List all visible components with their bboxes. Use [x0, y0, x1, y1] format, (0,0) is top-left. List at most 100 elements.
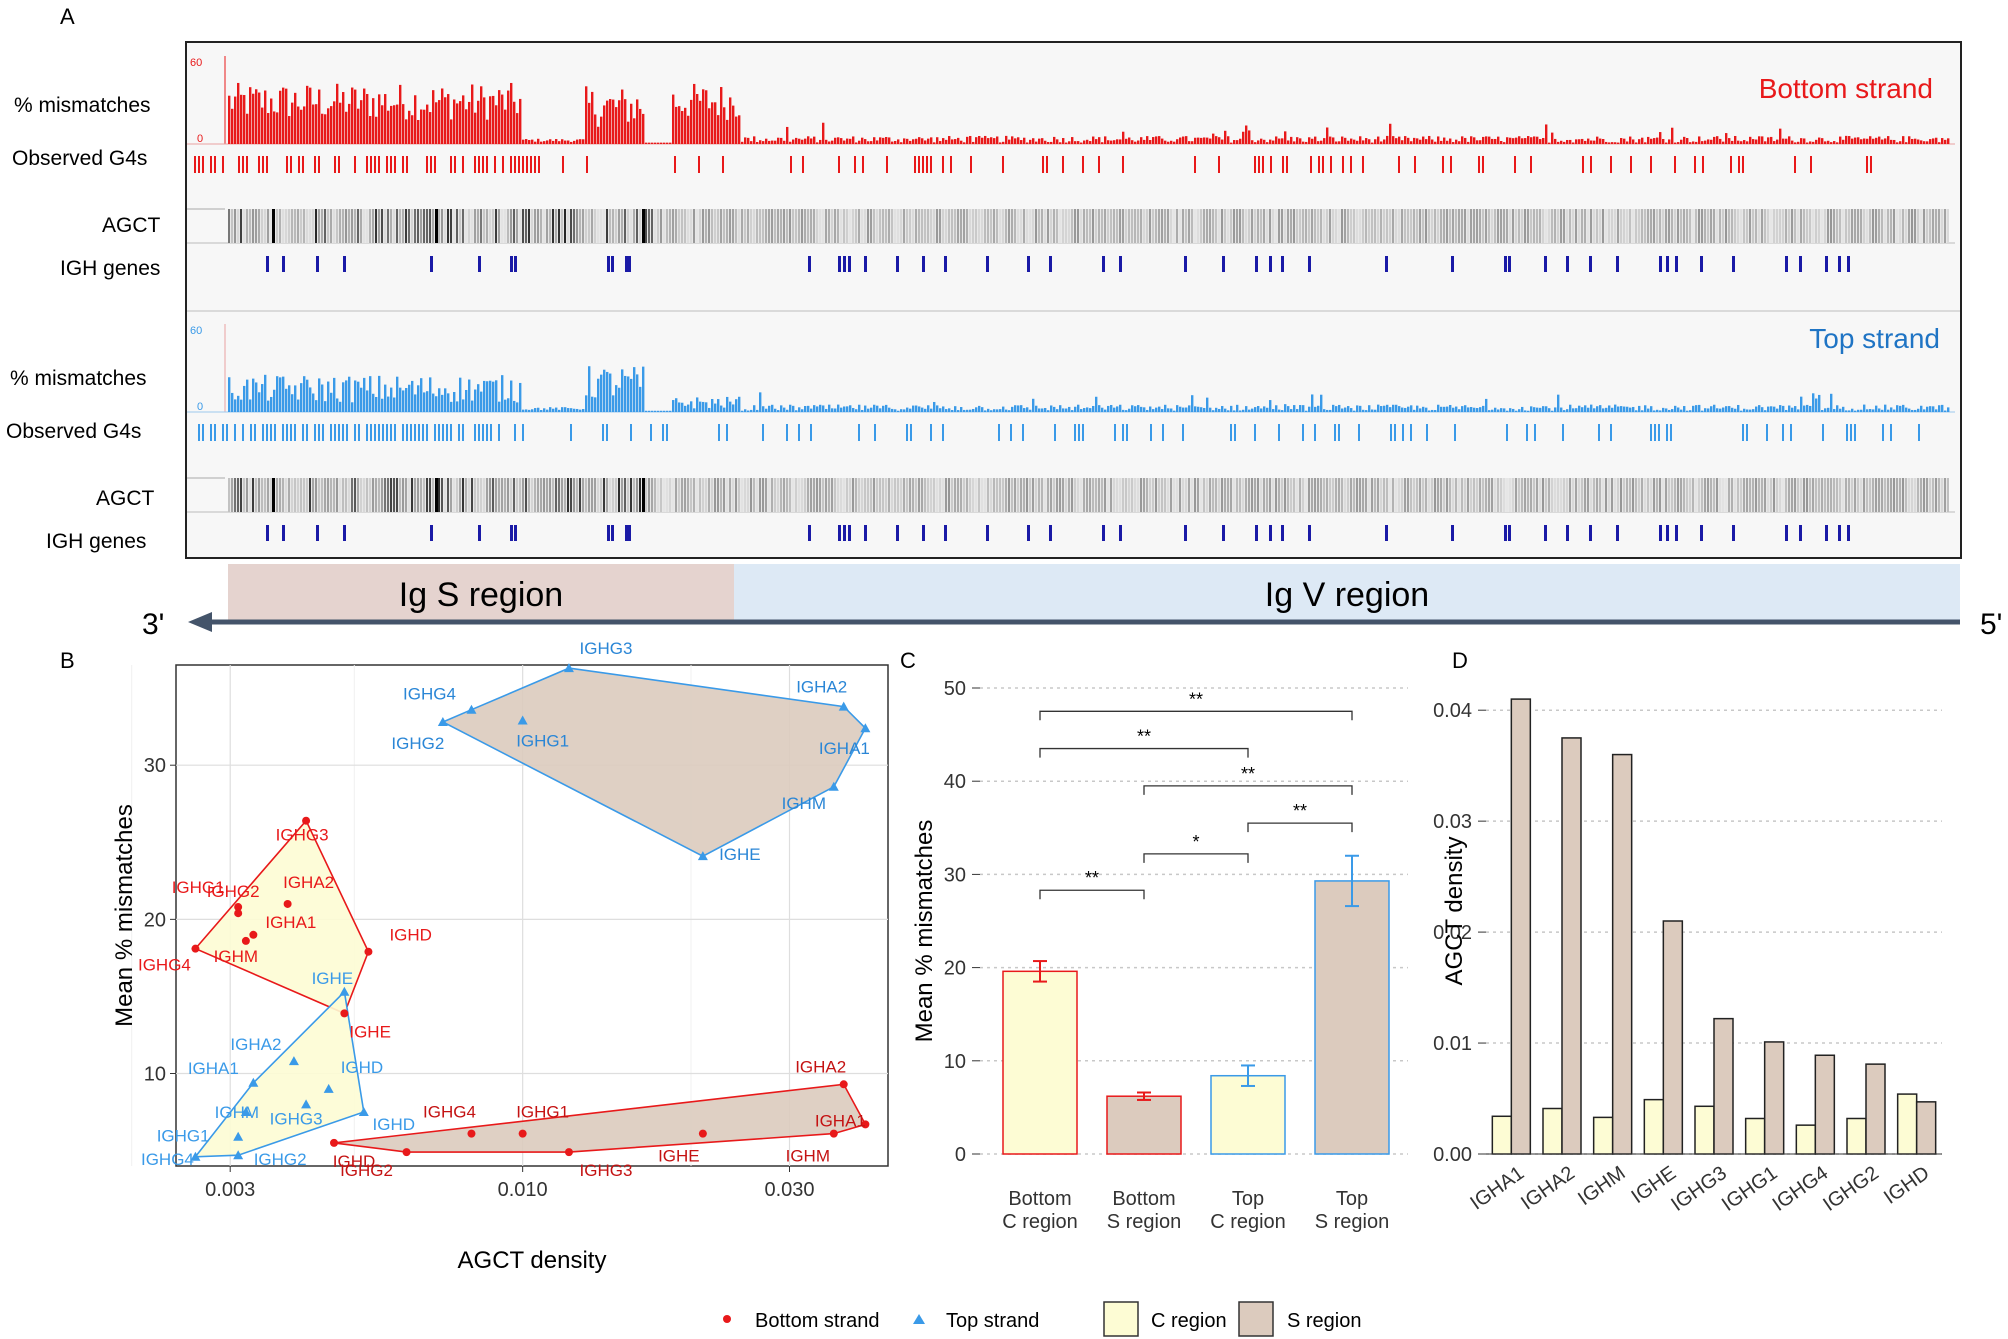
agct-tick [1170, 478, 1172, 512]
agct-tick [861, 478, 863, 512]
agct-tick [534, 478, 536, 512]
mismatch-bar [381, 398, 384, 412]
agct-tick [1260, 209, 1262, 243]
agct-tick [1500, 209, 1502, 243]
bar-c-region [1592, 1116, 1614, 1155]
mismatch-bar [336, 83, 339, 144]
mismatch-bar [684, 107, 687, 144]
agct-tick [1119, 478, 1121, 512]
agct-tick [1887, 478, 1889, 512]
agct-tick [573, 478, 575, 512]
agct-tick [1377, 478, 1379, 512]
agct-tick [1782, 209, 1784, 243]
agct-tick [1545, 209, 1547, 243]
gene-mark [316, 256, 319, 272]
mismatch-bar [1176, 405, 1179, 412]
agct-tick [468, 478, 470, 512]
agct-tick [318, 209, 320, 243]
mismatch-bar [735, 399, 738, 412]
mismatch-bar [492, 95, 495, 144]
agct-tick [1020, 478, 1022, 512]
agct-tick [651, 478, 653, 512]
mismatch-bar [1464, 405, 1467, 412]
agct-tick [1791, 478, 1793, 512]
mismatch-bar [1632, 406, 1635, 412]
mismatch-bar [861, 137, 864, 144]
agct-tick [855, 478, 857, 512]
agct-tick [663, 209, 665, 243]
g4-tick [374, 156, 376, 173]
mismatch-bar [1581, 407, 1584, 412]
agct-tick [837, 478, 839, 512]
agct-tick [1602, 478, 1604, 512]
agct-tick [1236, 209, 1238, 243]
mismatch-bar [693, 83, 696, 144]
mismatch-bar [1329, 409, 1332, 412]
mismatch-bar [1173, 410, 1176, 412]
mismatch-bar [1020, 405, 1023, 412]
mismatch-bar [1659, 410, 1662, 412]
g4-tick [1742, 156, 1744, 173]
agct-tick [294, 478, 296, 512]
agct-tick [453, 478, 455, 512]
agct-tick [465, 209, 467, 243]
gene-mark [282, 525, 285, 541]
agct-tick [1071, 478, 1073, 512]
agct-tick [1083, 209, 1085, 243]
mismatch-bar [1884, 138, 1887, 144]
mismatch-bar [1128, 408, 1131, 412]
mismatch-bar [462, 95, 465, 144]
x-tick-label: 0.030 [764, 1179, 814, 1201]
mismatch-bar [789, 404, 792, 412]
mismatch-bar [1038, 138, 1041, 144]
agct-tick [306, 478, 308, 512]
mismatch-bar [1662, 139, 1665, 144]
agct-tick [1527, 209, 1529, 243]
mismatch-bar [1446, 406, 1449, 412]
mismatch-bar [591, 91, 594, 144]
mismatch-bar [1647, 136, 1650, 144]
mismatch-bar [1377, 404, 1380, 412]
mismatch-bar [1875, 137, 1878, 144]
mismatch-bar [1392, 404, 1395, 412]
g4-tick [214, 424, 216, 441]
agct-tick [1659, 478, 1661, 512]
g4-tick [1126, 424, 1128, 441]
mismatch-bar [1542, 406, 1545, 412]
mismatch-bar [867, 408, 870, 412]
agct-tick [1263, 209, 1265, 243]
mismatch-bar [1278, 409, 1281, 412]
mismatch-bar [1899, 141, 1902, 144]
mismatch-bar [1221, 139, 1224, 144]
mismatch-bar [444, 97, 447, 144]
agct-tick [1896, 478, 1898, 512]
g4-tick [1194, 156, 1196, 173]
mismatch-bar [942, 406, 945, 412]
agct-tick [1599, 478, 1601, 512]
g4-tick [1334, 424, 1336, 441]
agct-tick [1221, 478, 1223, 512]
agct-tick [867, 209, 869, 243]
agct-tick [654, 478, 656, 512]
agct-tick [1122, 209, 1124, 243]
mismatch-bar [1467, 141, 1470, 144]
agct-tick [1014, 209, 1016, 243]
mismatch-bar [1644, 142, 1647, 144]
mismatch-bar [612, 99, 615, 144]
agct-tick [687, 478, 689, 512]
mismatch-bar [618, 100, 621, 144]
agct-tick [684, 478, 686, 512]
legend-bottom-marker [723, 1315, 731, 1323]
agct-tick [336, 478, 338, 512]
mismatch-bar [279, 90, 282, 144]
agct-tick [1488, 478, 1490, 512]
agct-tick [1746, 478, 1748, 512]
agct-tick [804, 478, 806, 512]
agct-tick [486, 478, 488, 512]
agct-tick [270, 209, 272, 243]
gene-mark [1825, 256, 1828, 272]
mismatch-bar [1404, 407, 1407, 412]
mismatch-bar [1095, 396, 1098, 412]
agct-tick [1731, 478, 1733, 512]
mismatch-bar [1608, 405, 1611, 412]
